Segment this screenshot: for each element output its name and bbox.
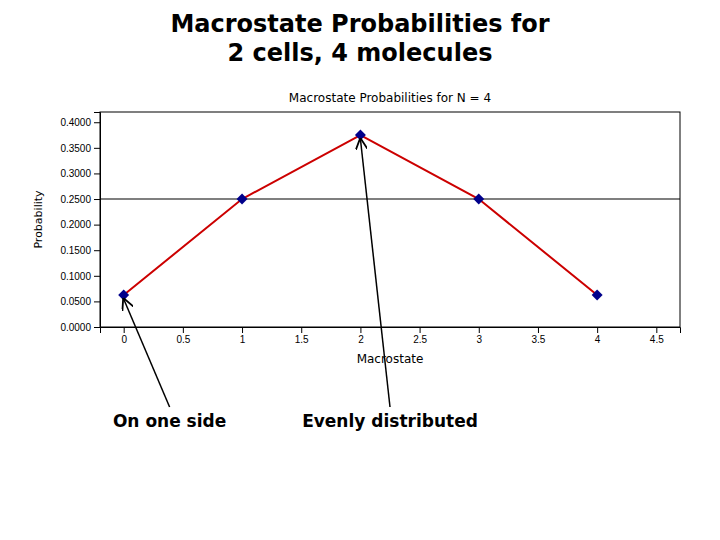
- plot-frame: [100, 112, 680, 327]
- x-tick: 1.5: [295, 327, 309, 345]
- x-tick-mark: [183, 327, 184, 333]
- x-tick-label: 3.5: [532, 334, 546, 345]
- y-tick-label: 0.4000: [60, 117, 91, 128]
- x-tick-label: 0: [121, 334, 127, 345]
- y-tick: 0.2000: [60, 219, 100, 230]
- x-tick: 4.5: [650, 327, 664, 345]
- y-tick-mark: [94, 225, 100, 226]
- x-tick: 2.5: [413, 327, 427, 345]
- y-tick: 0.3500: [60, 143, 100, 154]
- y-tick-mark: [94, 276, 100, 277]
- annotation: Evenly distributed: [302, 411, 478, 431]
- line: [124, 135, 597, 295]
- y-tick-mark: [94, 250, 100, 251]
- annotation-arrow: [124, 299, 170, 407]
- point: [592, 290, 603, 301]
- y-tick-label: 0.2500: [60, 194, 91, 205]
- y-tick: 0.1000: [60, 271, 100, 282]
- x-axis: 0 0.5 1 1.5 2 2.5 3 3.5 4 4.5: [101, 327, 681, 345]
- y-tick-label: 0.1000: [60, 271, 91, 282]
- x-tick-mark: [124, 327, 125, 333]
- x-axis-title: Macrostate: [357, 352, 424, 366]
- x-tick-label: 4.5: [650, 334, 664, 345]
- y-tick: 0.0000: [60, 322, 100, 333]
- x-tick-label: 3: [476, 334, 482, 345]
- y-tick: 0.2500: [60, 194, 100, 205]
- y-tick-mark: [94, 199, 100, 200]
- y-axis: 0.0000 0.0500 0.1000 0.1500 0.2000 0.2500 0.30…: [60, 113, 100, 333]
- x-tick: 3: [476, 327, 482, 345]
- y-tick-mark: [94, 122, 100, 123]
- y-tick: 0.4000: [60, 117, 100, 128]
- point: [118, 290, 129, 301]
- x-tick-mark: [597, 327, 598, 333]
- point: [355, 130, 366, 141]
- x-tick-mark: [538, 327, 539, 333]
- y-tick-label: 0.2000: [60, 219, 91, 230]
- reference-line: [100, 198, 680, 199]
- x-tick-mark: [301, 327, 302, 333]
- plot: Macrostate Probabilities for N = 4 0 0.5 1 1…: [32, 91, 681, 431]
- x-axis-line: [101, 328, 681, 334]
- x-tick: 1: [240, 327, 246, 345]
- x-tick-label: 0.5: [176, 334, 190, 345]
- x-tick: 3.5: [532, 327, 546, 345]
- x-tick-label: 1.5: [295, 334, 309, 345]
- annotation-arrow: [360, 139, 390, 407]
- x-tick: 4: [595, 327, 601, 345]
- y-tick: 0.3000: [60, 168, 100, 179]
- x-tick-mark: [420, 327, 421, 333]
- y-tick-label: 0.3000: [60, 168, 91, 179]
- y-tick-mark: [94, 301, 100, 302]
- subtitle: Macrostate Probabilities for N = 4: [289, 91, 491, 105]
- x-tick-mark: [479, 327, 480, 333]
- x-tick-label: 1: [240, 334, 246, 345]
- y-tick-mark: [94, 173, 100, 174]
- point: [237, 194, 248, 205]
- point: [473, 194, 484, 205]
- x-tick: 2: [358, 327, 364, 345]
- chart: Macrostate Probabilities for2 cells, 4 m…: [0, 0, 720, 540]
- x-tick: 0: [121, 327, 127, 345]
- data-area: [100, 130, 680, 301]
- title: Macrostate Probabilities for2 cells, 4 m…: [170, 10, 549, 67]
- x-tick-label: 2: [358, 334, 364, 345]
- x-tick-mark: [656, 327, 657, 333]
- y-tick-label: 0.0500: [60, 296, 91, 307]
- x-tick-mark: [360, 327, 361, 333]
- x-tick-label: 4: [595, 334, 601, 345]
- y-tick-mark: [94, 148, 100, 149]
- x-tick-label: 2.5: [413, 334, 427, 345]
- annotation: On one side: [113, 411, 226, 431]
- y-axis-title: Probability: [32, 190, 45, 249]
- y-tick-mark: [94, 327, 100, 328]
- y-tick-label: 0.1500: [60, 245, 91, 256]
- x-tick: 0.5: [176, 327, 190, 345]
- y-tick: 0.1500: [60, 245, 100, 256]
- y-tick: 0.0500: [60, 296, 100, 307]
- y-tick-label: 0.3500: [60, 143, 91, 154]
- x-tick-mark: [242, 327, 243, 333]
- y-tick-label: 0.0000: [60, 322, 91, 333]
